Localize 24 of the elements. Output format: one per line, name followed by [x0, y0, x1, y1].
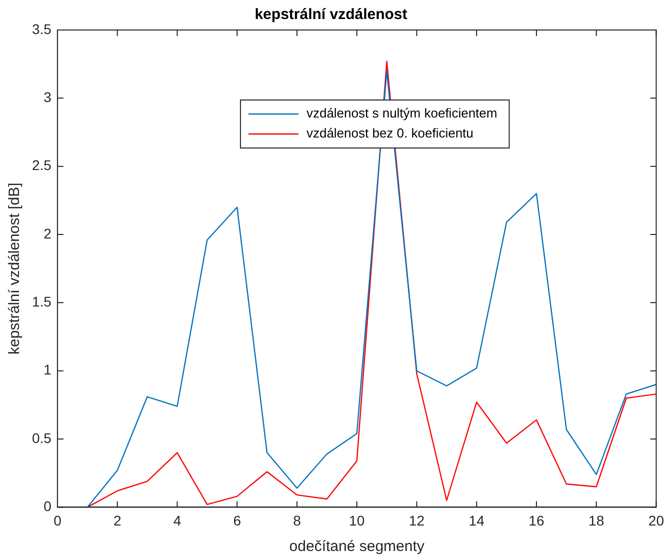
y-tick-label: 2.5 — [32, 157, 52, 174]
legend-label: vzdálenost bez 0. koeficientu — [306, 126, 474, 141]
x-tick-label: 18 — [588, 512, 604, 528]
y-tick-label: 1.5 — [32, 294, 52, 310]
x-axis-title: odečítané segmenty — [289, 538, 425, 556]
y-tick-label: 0.5 — [32, 430, 52, 446]
x-tick-label: 2 — [113, 512, 122, 528]
y-tick-label: 3.5 — [32, 20, 52, 37]
y-tick-label: 1 — [44, 362, 52, 378]
y-tick-label: 3 — [44, 89, 52, 106]
x-tick-label: 4 — [173, 512, 182, 528]
x-tick-label: 16 — [528, 512, 544, 528]
y-tick-label: 0 — [44, 498, 52, 514]
x-tick-label: 8 — [293, 512, 302, 528]
y-tick-label: 2 — [44, 225, 52, 242]
x-tick-label: 14 — [468, 512, 485, 528]
legend-label: vzdálenost s nultým koeficientem — [306, 106, 498, 121]
x-tick-label: 20 — [648, 512, 664, 528]
x-tick-label: 0 — [54, 512, 62, 528]
chart-title: kepstrální vzdálenost — [254, 6, 408, 24]
y-axis-title: kepstrální vzdálenost [dB] — [6, 182, 24, 354]
x-tick-label: 10 — [349, 512, 365, 528]
x-tick-label: 12 — [408, 512, 425, 528]
x-tick-label: 6 — [233, 512, 242, 528]
